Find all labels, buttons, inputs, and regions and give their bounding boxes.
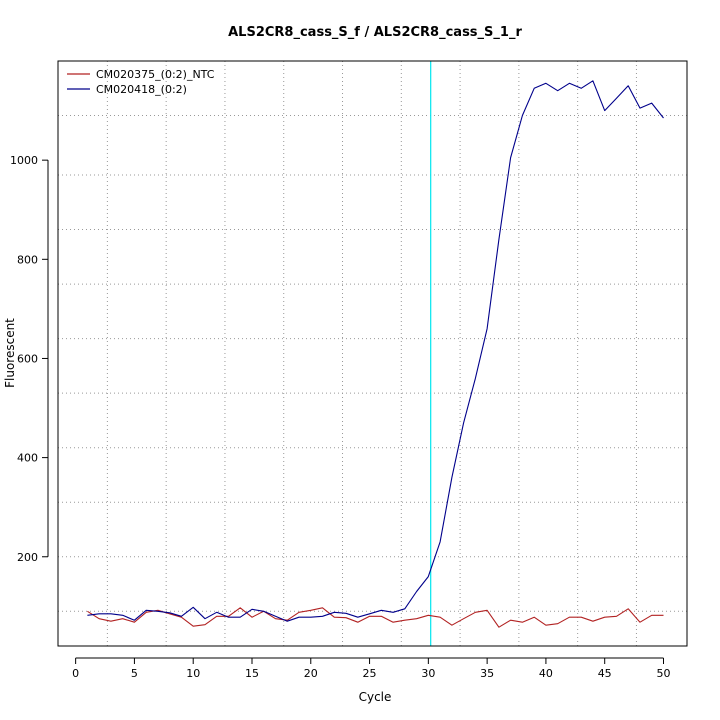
series-lines [87,80,664,628]
plot-frame [57,60,688,647]
x-tick-label: 30 [421,667,435,680]
x-axis-label: Cycle [359,690,392,704]
y-tick-label: 1000 [10,154,38,167]
x-axis: 0 5 10 15 20 25 30 35 40 45 50 [72,657,670,680]
x-tick-label: 25 [363,667,377,680]
x-tick-label: 20 [304,667,318,680]
y-tick-label: 800 [17,253,38,266]
x-tick-label: 0 [72,667,79,680]
y-tick-label: 600 [17,352,38,365]
x-tick-label: 15 [245,667,259,680]
y-tick-label: 400 [17,452,38,465]
series-line-1 [87,607,664,628]
x-tick-label: 10 [186,667,200,680]
series-line-2 [87,80,664,622]
x-tick-label: 45 [598,667,612,680]
x-tick-label: 35 [480,667,494,680]
grid-lines [58,61,687,646]
legend-label-2: CM020418_(0:2) [96,83,187,96]
y-axis: 200 400 600 800 1000 [10,154,49,564]
x-tick-label: 40 [539,667,553,680]
x-tick-label: 5 [131,667,138,680]
legend: CM020375_(0:2)_NTC CM020418_(0:2) [67,68,215,96]
y-axis-label: Fluorescent [3,318,17,388]
chart-title: ALS2CR8_cass_S_f / ALS2CR8_cass_S_1_r [228,25,522,40]
legend-label-1: CM020375_(0:2)_NTC [96,68,215,81]
y-tick-label: 200 [17,551,38,564]
x-tick-label: 50 [656,667,670,680]
